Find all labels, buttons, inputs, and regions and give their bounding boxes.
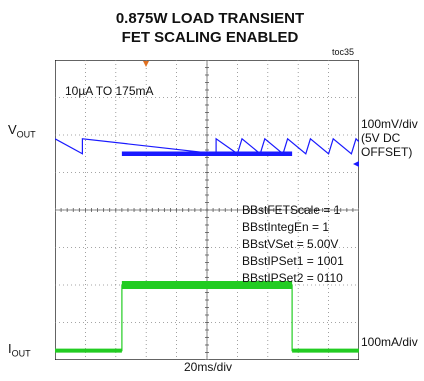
register-line-3: BBstVSet = 5.00V [242, 237, 338, 251]
trigger-marker-icon [143, 61, 149, 67]
vout-noise-band [121, 151, 293, 156]
chart-title-line2: FET SCALING ENABLED [121, 29, 299, 46]
iout-label: IOUT [8, 341, 31, 359]
vout-scale: 100mV/div (5V DC OFFSET) [361, 117, 418, 159]
register-line-1: BBstFETScale = 1 [242, 203, 341, 217]
chart-title-line1: 0.875W LOAD TRANSIENT [115, 10, 305, 27]
vout-scale-line3: OFFSET) [361, 145, 413, 159]
annotation-text: 10µA TO 175mA [65, 84, 154, 98]
register-line-2: BBstIntegEn = 1 [242, 220, 329, 234]
vout-level-marker-icon [353, 161, 359, 167]
time-scale: 20ms/div [184, 360, 233, 374]
register-settings: BBstFETScale = 1 BBstIntegEn = 1 BBstVSe… [242, 203, 344, 285]
vout-scale-line2: (5V DC [361, 131, 401, 145]
vout-scale-line1: 100mV/div [361, 117, 418, 131]
vout-label-sub: OUT [16, 129, 36, 140]
iout-label-main: I [8, 341, 12, 356]
iout-on-band [121, 281, 293, 289]
iout-off-band-right [292, 348, 359, 353]
register-line-5: BBstIPSet2 = 0110 [242, 271, 343, 285]
iout-label-sub: OUT [11, 348, 31, 359]
iout-off-band-left [55, 348, 122, 353]
register-line-4: BBstIPSet1 = 1001 [242, 254, 344, 268]
scope-plot: 10µA TO 175mA BBstFETScale = 1 BBstInteg… [55, 60, 359, 360]
vout-trace [55, 137, 359, 155]
traces [55, 137, 359, 353]
figure-id: toc35 [332, 47, 355, 57]
iout-scale: 100mA/div [361, 335, 418, 349]
vout-label: VOUT [8, 122, 36, 140]
vout-label-main: V [8, 122, 17, 137]
